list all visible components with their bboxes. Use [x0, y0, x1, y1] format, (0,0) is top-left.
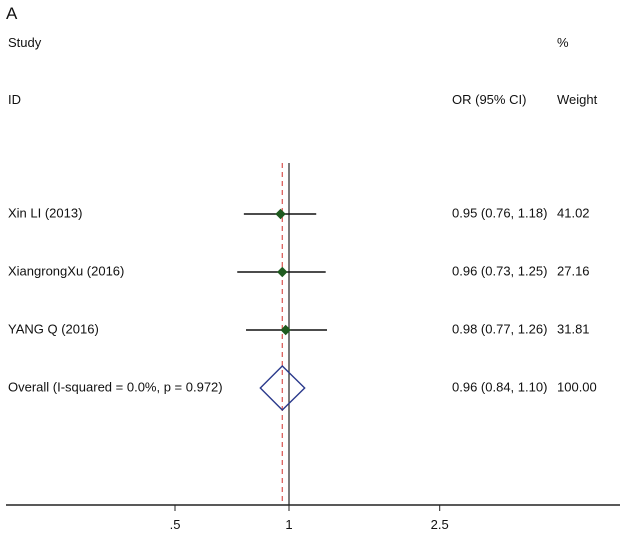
study-weight: 41.02 — [557, 205, 590, 220]
header-id: ID — [8, 92, 21, 107]
header-weight-pct: % — [557, 35, 569, 50]
study-ci-text: 0.95 (0.76, 1.18) — [452, 205, 547, 220]
overall-label: Overall (I-squared = 0.0%, p = 0.972) — [8, 379, 223, 394]
x-tick-label: 1 — [285, 517, 292, 532]
overall-ci-text: 0.96 (0.84, 1.10) — [452, 379, 547, 394]
overall-diamond — [259, 365, 306, 411]
study-name: YANG Q (2016) — [8, 321, 99, 336]
x-tick-label: .5 — [170, 517, 181, 532]
study-point-estimate — [280, 324, 291, 336]
study-name: XiangrongXu (2016) — [8, 263, 124, 278]
study-weight: 31.81 — [557, 321, 590, 336]
header-weight: Weight — [557, 92, 598, 107]
study-weight: 27.16 — [557, 263, 590, 278]
study-point-estimate — [277, 266, 288, 278]
study-point-estimate — [275, 208, 286, 220]
panel-label: A — [6, 4, 18, 23]
overall-weight: 100.00 — [557, 379, 597, 394]
study-ci-text: 0.96 (0.73, 1.25) — [452, 263, 547, 278]
x-tick-label: 2.5 — [431, 517, 449, 532]
study-ci-text: 0.98 (0.77, 1.26) — [452, 321, 547, 336]
header-effect: OR (95% CI) — [452, 92, 526, 107]
study-name: Xin LI (2013) — [8, 205, 82, 220]
header-study: Study — [8, 35, 42, 50]
